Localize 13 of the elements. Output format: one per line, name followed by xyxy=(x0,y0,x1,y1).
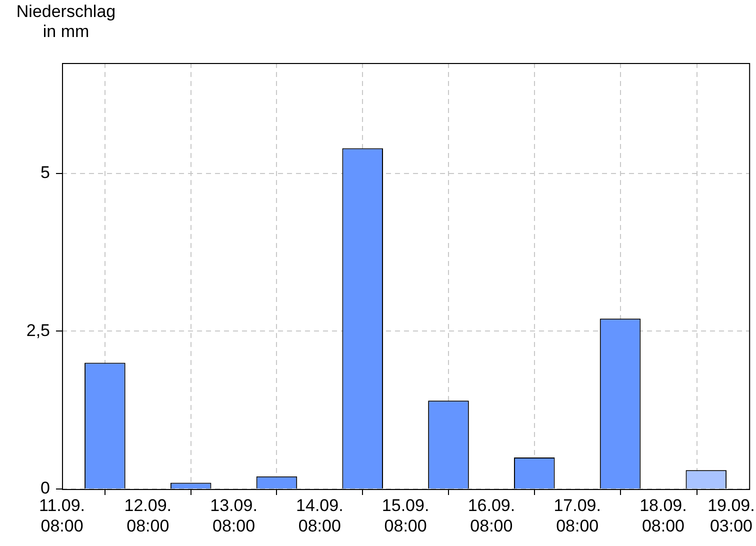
x-tick-label: 12.09. 08:00 xyxy=(124,496,172,536)
x-tick-label: 14.09. 08:00 xyxy=(296,496,344,536)
y-tick-label: 2,5 xyxy=(26,320,50,340)
x-tick-label: 17.09. 08:00 xyxy=(554,496,601,536)
x-tick-label: 18.09. 08:00 xyxy=(640,496,687,536)
x-tick-label: 13.09. 08:00 xyxy=(210,496,258,536)
y-tick-label: 5 xyxy=(40,163,50,182)
x-tick-label: 16.09. 08:00 xyxy=(468,496,516,536)
x-tick-label: 15.09. 08:00 xyxy=(382,496,430,536)
y-axis-title: Niederschlag in mm xyxy=(16,2,116,42)
x-tick-label: 19.09. 03:00 xyxy=(708,496,755,536)
y-tick-label: 0 xyxy=(40,478,50,498)
x-tick-label: 11.09. 08:00 xyxy=(38,496,86,536)
